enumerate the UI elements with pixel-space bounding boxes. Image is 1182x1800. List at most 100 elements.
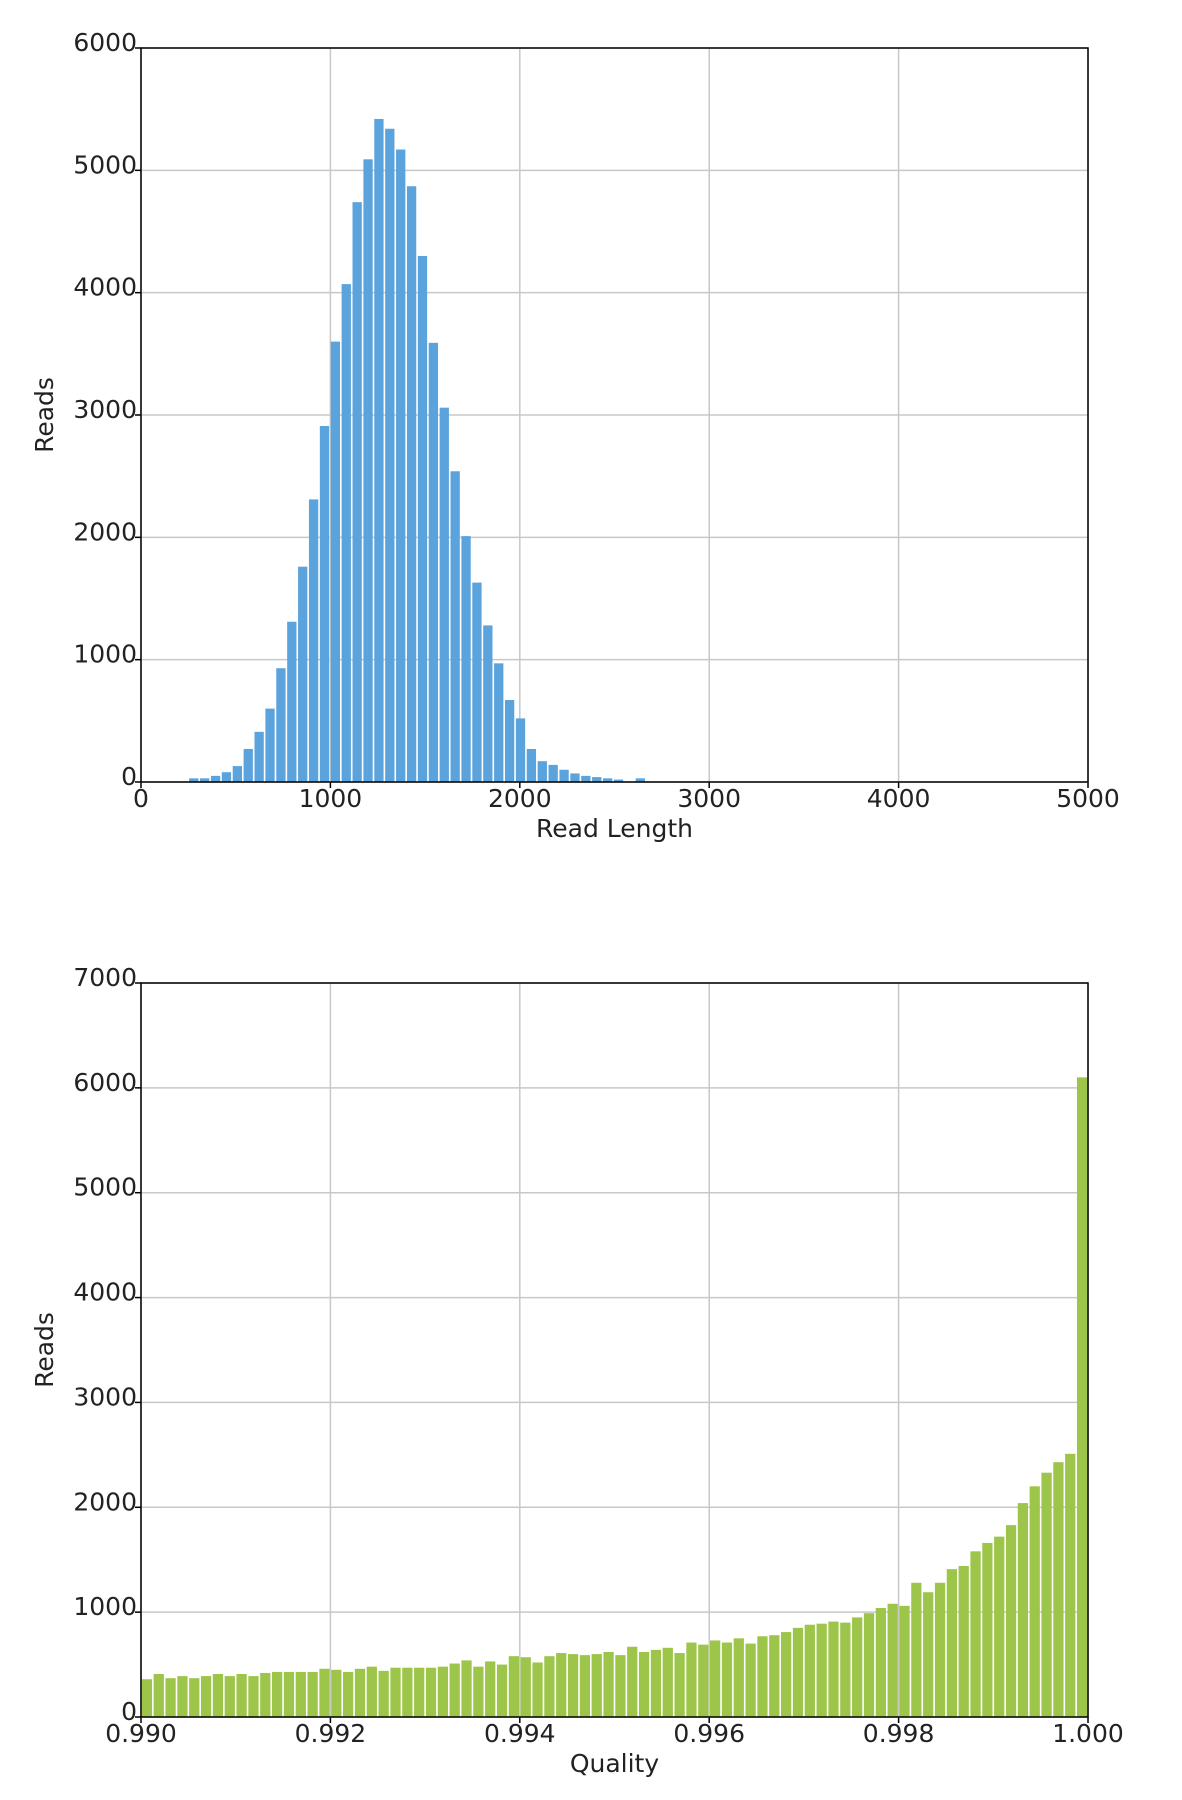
y-tick-label: 1000: [73, 640, 137, 669]
bar: [638, 1651, 650, 1717]
y-tick-label: 0: [121, 1697, 137, 1726]
bar: [627, 1646, 638, 1717]
bar: [449, 1663, 460, 1717]
bar: [1041, 1472, 1052, 1717]
bar: [485, 1661, 496, 1717]
bar: [221, 772, 232, 782]
bar: [559, 769, 569, 782]
bar: [254, 731, 264, 782]
y-tick-label: 2000: [73, 1487, 137, 1516]
x-axis-label: Read Length: [536, 814, 693, 843]
bar: [887, 1603, 898, 1717]
bar: [189, 1678, 200, 1717]
bar: [461, 1660, 472, 1717]
bar: [354, 1668, 366, 1717]
x-tick-label: 0.996: [673, 1719, 745, 1748]
plot-frame: [140, 47, 1089, 783]
bar: [994, 1536, 1005, 1717]
x-tick-label: 0: [133, 784, 149, 813]
bar: [1076, 1077, 1088, 1717]
bar: [363, 159, 373, 782]
bar: [698, 1644, 709, 1717]
y-tick-label: 2000: [73, 517, 137, 546]
x-tick-label: 0.994: [484, 1719, 556, 1748]
bar: [153, 1674, 164, 1717]
bar: [674, 1653, 685, 1717]
bar: [650, 1649, 662, 1717]
bar: [1053, 1462, 1064, 1717]
bar: [473, 1666, 484, 1717]
bar: [378, 1670, 389, 1717]
bar: [958, 1566, 969, 1717]
bar: [804, 1624, 815, 1717]
bar: [508, 1656, 519, 1717]
bar: [260, 1672, 271, 1717]
bar: [548, 764, 558, 782]
x-tick-label: 5000: [1056, 784, 1120, 813]
bar: [437, 1666, 448, 1717]
bar: [544, 1656, 555, 1717]
bar: [232, 766, 243, 782]
bar: [402, 1667, 413, 1717]
y-tick-label: 5000: [73, 1173, 137, 1202]
bar: [200, 1676, 212, 1717]
bar: [243, 748, 253, 782]
bar: [970, 1551, 981, 1717]
bar: [504, 700, 515, 782]
bar: [283, 1671, 295, 1717]
x-tick-label: 0.992: [295, 1719, 367, 1748]
bar: [520, 1657, 531, 1717]
bar: [570, 773, 580, 782]
bar: [428, 342, 439, 782]
bar: [496, 1664, 508, 1717]
bar: [769, 1635, 780, 1717]
bar: [276, 668, 286, 782]
bar: [319, 426, 330, 782]
x-axis-label: Quality: [570, 1749, 660, 1778]
x-tick-label: 4000: [867, 784, 931, 813]
bar: [875, 1607, 886, 1717]
bar: [635, 778, 645, 782]
bar: [366, 1666, 377, 1717]
bar: [472, 582, 482, 782]
plot-frame: [140, 982, 1089, 1718]
bar: [911, 1582, 922, 1717]
bar: [863, 1613, 875, 1717]
bar: [331, 1669, 342, 1717]
bar: [425, 1667, 437, 1717]
bar: [307, 1671, 318, 1717]
bar: [298, 566, 308, 782]
bar: [414, 1667, 425, 1717]
y-tick-label: 1000: [73, 1592, 137, 1621]
x-tick-label: 0.998: [863, 1719, 935, 1748]
bar: [840, 1622, 851, 1717]
y-tick-label: 6000: [73, 28, 137, 57]
y-tick-label: 3000: [73, 395, 137, 424]
bar: [385, 128, 395, 783]
bar: [710, 1640, 721, 1717]
bar: [1005, 1525, 1017, 1717]
bar: [308, 499, 319, 782]
x-tick-label: 1.000: [1052, 1719, 1124, 1748]
bar: [224, 1676, 235, 1717]
bar: [923, 1592, 934, 1717]
bar: [581, 775, 591, 782]
bar: [390, 1667, 401, 1717]
bar: [439, 407, 449, 782]
bar: [686, 1642, 697, 1717]
bar: [450, 471, 460, 782]
bar: [556, 1653, 567, 1717]
bar: [272, 1671, 283, 1717]
x-tick-label: 2000: [488, 784, 552, 813]
bar: [417, 255, 428, 782]
bar: [396, 149, 406, 782]
bar: [934, 1582, 946, 1717]
bar: [406, 186, 417, 782]
y-tick-label: 6000: [73, 1068, 137, 1097]
y-axis-label: Reads: [30, 377, 59, 453]
bar: [567, 1654, 579, 1717]
y-tick-label: 4000: [73, 273, 137, 302]
bar: [141, 1679, 153, 1717]
bar: [662, 1647, 673, 1717]
